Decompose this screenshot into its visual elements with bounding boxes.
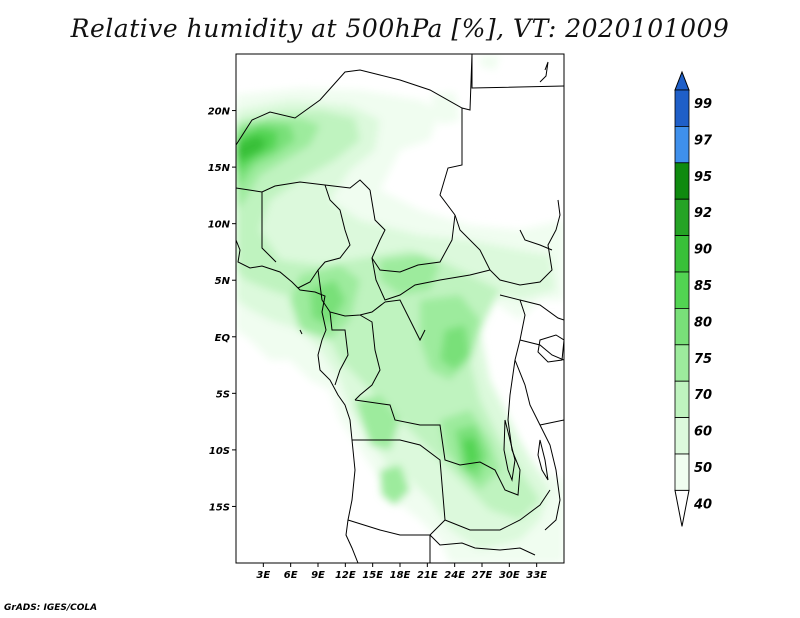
lat-tick-label: 20N	[208, 107, 231, 118]
colorbar-segment	[674, 344, 690, 382]
colorbar-segment	[674, 198, 690, 236]
colorbar-segment	[674, 417, 690, 455]
colorbar-label: 97	[694, 133, 713, 148]
lat-tick-label: EQ	[215, 333, 231, 344]
colorbar-bottom-arrow	[674, 489, 690, 527]
longitude-axis: 3E 6E 9E 12E 15E 18E 21E 24E 27E 30E 33E	[256, 563, 547, 581]
lon-tick-label: 6E	[284, 570, 298, 581]
colorbar-label: 80	[694, 315, 712, 330]
lon-tick-label: 30E	[499, 570, 520, 581]
lon-tick-label: 24E	[444, 570, 465, 581]
lon-tick-label: 15E	[362, 570, 383, 581]
map-title: Relative humidity at 500hPa [%], VT: 202…	[70, 14, 730, 43]
latitude-axis: 20N 15N 10N 5N EQ 5S 10S 15S	[208, 107, 236, 513]
lat-tick-label: 10S	[209, 446, 230, 457]
colorbar-segment	[674, 307, 690, 346]
lon-tick-label: 12E	[335, 570, 356, 581]
colorbar-segment	[674, 453, 690, 491]
humidity-band-75	[440, 325, 470, 370]
humidity-band-80	[462, 438, 480, 470]
lon-tick-label: 18E	[390, 570, 411, 581]
lat-tick-label: 15N	[208, 163, 231, 174]
humidity-band-40	[480, 56, 500, 70]
lon-tick-label: 33E	[526, 570, 547, 581]
colorbar-segment	[674, 89, 690, 127]
colorbar-label: 90	[694, 243, 712, 258]
colorbar: 99 97 95 92 90 85 80 75 70 60 50 40	[674, 70, 713, 527]
lon-tick-label: 27E	[472, 570, 493, 581]
colorbar-label: 75	[694, 352, 712, 367]
colorbar-label: 85	[694, 279, 712, 294]
lat-tick-label: 5N	[215, 276, 231, 287]
grads-credit: GrADS: IGES/COLA	[4, 603, 98, 613]
lon-tick-label: 3E	[256, 570, 270, 581]
colorbar-segment	[674, 271, 690, 309]
colorbar-segment	[674, 235, 690, 273]
colorbar-label: 60	[694, 425, 712, 440]
lat-tick-label: 5S	[216, 389, 230, 400]
colorbar-label: 50	[694, 461, 712, 476]
colorbar-label: 99	[694, 97, 712, 112]
country-boundaries	[236, 54, 564, 563]
colorbar-label: 40	[693, 497, 712, 512]
lat-tick-label: 10N	[208, 220, 231, 231]
colorbar-segment	[674, 126, 690, 164]
humidity-band-70	[380, 465, 410, 505]
colorbar-label: 92	[694, 206, 712, 221]
lon-tick-label: 21E	[417, 570, 438, 581]
humidity-band-85	[236, 136, 266, 160]
colorbar-top-arrow	[674, 70, 690, 91]
humidity-band-40	[430, 92, 460, 125]
colorbar-segment	[674, 380, 690, 419]
humidity-band-70	[380, 255, 440, 295]
lon-tick-label: 9E	[311, 570, 325, 581]
colorbar-label: 95	[694, 170, 712, 185]
colorbar-segment	[674, 162, 690, 200]
humidity-field	[236, 54, 564, 563]
humidity-band-70	[355, 395, 400, 450]
lat-tick-label: 15S	[209, 502, 230, 513]
colorbar-label: 70	[694, 388, 712, 403]
